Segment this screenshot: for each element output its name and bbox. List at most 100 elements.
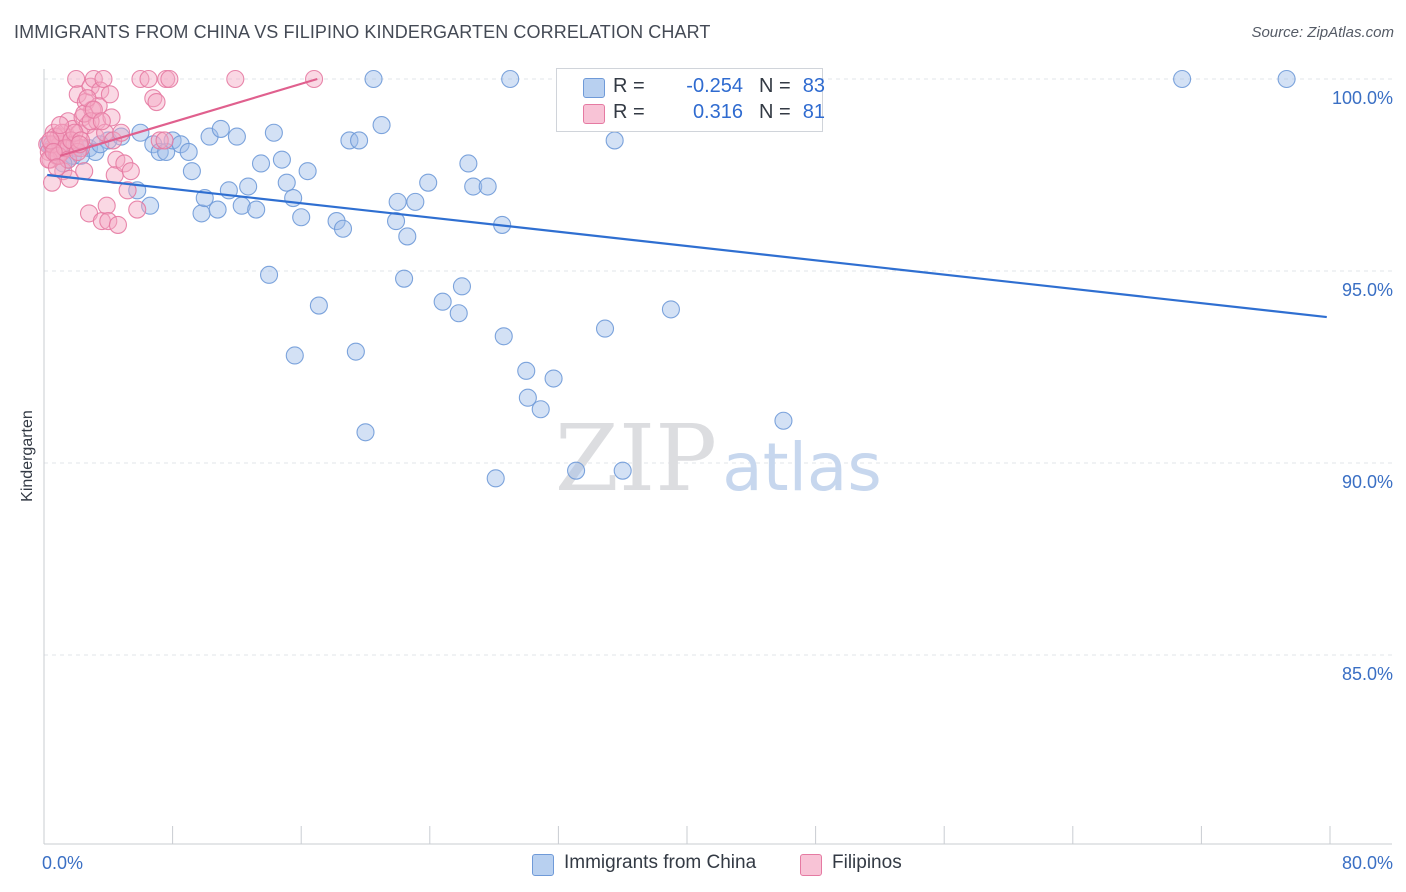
- china-point: [398, 227, 417, 246]
- china-point: [227, 127, 246, 146]
- china-point: [292, 208, 311, 227]
- china-point: [179, 142, 198, 162]
- legend-r-value: -0.254: [686, 75, 743, 97]
- china-point: [309, 296, 328, 315]
- china-point: [264, 123, 283, 142]
- china-point: [449, 304, 468, 323]
- china-point: [419, 173, 438, 192]
- china-point: [595, 319, 615, 338]
- filipino-point: [84, 69, 103, 89]
- watermark-zip: ZIP: [555, 405, 717, 512]
- y-tick-labels: 100.0% 95.0% 90.0% 85.0%: [1332, 88, 1393, 684]
- x-tick-label-max: 80.0%: [1341, 853, 1393, 873]
- filipino-point: [118, 181, 137, 200]
- china-point: [386, 212, 406, 231]
- china-point: [494, 327, 513, 346]
- legend-n-label: N =: [759, 75, 791, 97]
- china-point: [464, 177, 483, 196]
- china-point: [247, 200, 266, 219]
- china-point: [157, 142, 176, 162]
- china-point: [333, 219, 353, 238]
- series-label-filipinos: Filipinos: [832, 852, 902, 873]
- china-point: [452, 277, 472, 296]
- china-point: [350, 131, 369, 150]
- filipino-point: [121, 162, 140, 181]
- filipino-point: [67, 69, 86, 89]
- china-point: [364, 69, 383, 89]
- filipino-point: [94, 69, 113, 89]
- china-point: [544, 369, 563, 388]
- china-point: [192, 204, 211, 223]
- china-point: [395, 269, 414, 288]
- legend-n-label: N =: [759, 101, 791, 123]
- china-point: [346, 342, 365, 361]
- china-point: [459, 154, 478, 173]
- china-point: [211, 119, 230, 138]
- filipino-point: [75, 162, 94, 181]
- chart-title: IMMIGRANTS FROM CHINA VS FILIPINO KINDER…: [14, 22, 711, 42]
- data-points: [38, 69, 1296, 488]
- china-point: [661, 300, 680, 319]
- filipino-point: [226, 69, 245, 89]
- legend-r-label: R =: [613, 75, 645, 97]
- china-point: [486, 469, 505, 488]
- china-point: [517, 361, 536, 380]
- china-point: [182, 162, 201, 181]
- china-point: [272, 150, 291, 169]
- y-tick-label: 100.0%: [1332, 88, 1393, 108]
- filipino-point: [92, 112, 111, 131]
- china-point: [478, 177, 497, 196]
- filipino-point: [65, 123, 84, 142]
- filipino-point: [75, 104, 94, 123]
- y-tick-label: 90.0%: [1342, 472, 1393, 492]
- trend-lines: [47, 77, 1327, 319]
- china-point: [567, 461, 586, 480]
- filipino-trend-line: [59, 77, 318, 157]
- filipino-point: [97, 196, 116, 215]
- china-point: [298, 162, 317, 181]
- china-point: [1173, 69, 1192, 89]
- legend-r-value: 0.316: [692, 101, 743, 123]
- filipino-point: [155, 131, 174, 150]
- gridlines: [44, 78, 1392, 656]
- filipino-point: [41, 131, 60, 150]
- filipino-point: [150, 131, 169, 150]
- china-point: [259, 265, 279, 284]
- legend-swatch-filipinos: [583, 104, 605, 124]
- china-point: [605, 131, 624, 150]
- china-point: [277, 173, 296, 192]
- filipino-point: [44, 142, 63, 162]
- y-axis-label: Kindergarten: [19, 410, 36, 502]
- filipino-point: [51, 116, 70, 135]
- axes: [43, 69, 1392, 845]
- filipino-point: [147, 92, 166, 112]
- china-point: [372, 116, 391, 135]
- y-tick-label: 85.0%: [1342, 664, 1393, 684]
- china-point: [327, 212, 346, 231]
- source-note: Source: ZipAtlas.com: [1251, 24, 1394, 41]
- legend-swatch-china: [583, 78, 605, 98]
- filipino-point: [139, 69, 158, 89]
- china-point: [208, 200, 227, 219]
- filipino-point: [128, 200, 147, 219]
- china-trend-line: [47, 173, 1327, 319]
- legend-r-label: R =: [613, 101, 645, 123]
- china-point: [285, 346, 304, 365]
- china-point: [774, 411, 793, 430]
- series-swatch-china: [532, 854, 554, 876]
- china-point: [1277, 69, 1296, 89]
- filipino-point: [99, 212, 118, 231]
- china-point: [251, 154, 271, 173]
- filipino-point: [100, 85, 119, 104]
- filipino-point: [78, 89, 97, 108]
- china-point: [613, 461, 632, 480]
- y-tick-label: 95.0%: [1342, 280, 1393, 300]
- watermark: ZIP atlas: [555, 405, 882, 512]
- filipino-point: [102, 108, 121, 127]
- filipino-point: [47, 158, 66, 177]
- x-tick-label-min: 0.0%: [42, 853, 84, 873]
- china-point: [501, 69, 520, 89]
- stats-legend: R = -0.254 N = 83 R = 0.316 N = 81: [556, 68, 825, 132]
- china-point: [406, 192, 425, 211]
